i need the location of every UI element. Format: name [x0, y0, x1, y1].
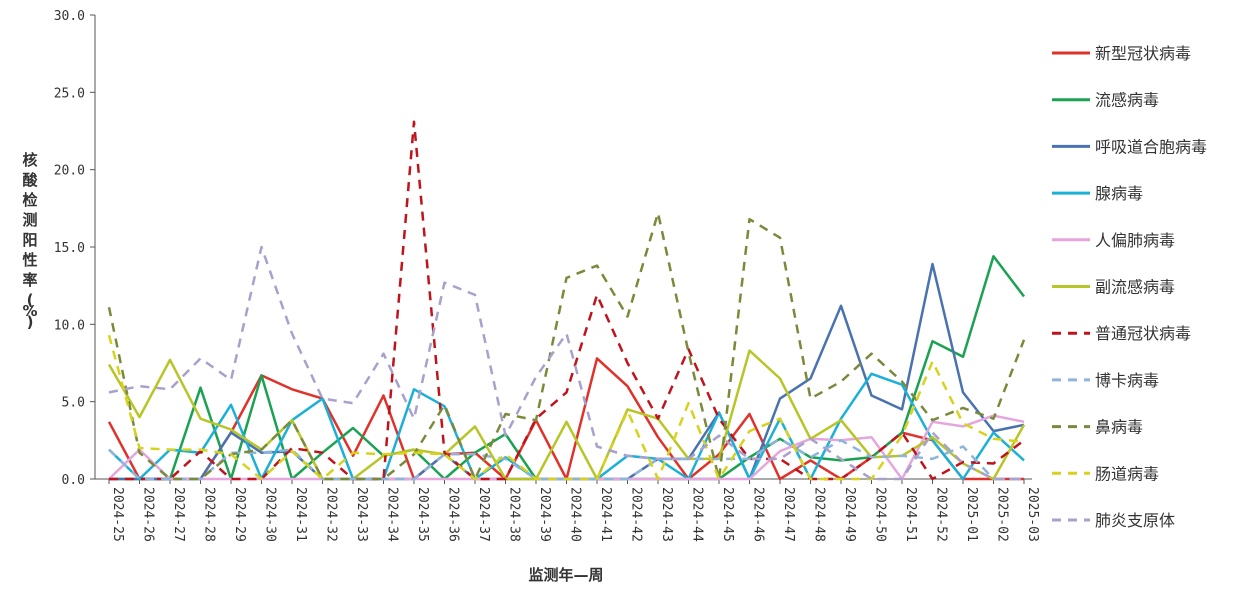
x-tick-label: 2024-47	[781, 487, 796, 542]
y-axis-title-text: 核酸检测阳性率(%)	[22, 151, 38, 331]
x-tick-label: 2024-41	[598, 487, 613, 542]
x-tick-label: 2024-33	[354, 487, 369, 542]
x-tick-label: 2024-37	[476, 487, 491, 542]
x-tick-label: 2024-46	[751, 487, 766, 542]
legend-label: 鼻病毒	[1095, 418, 1143, 437]
y-tick-label: 0.0	[62, 473, 85, 488]
legend-label: 副流感病毒	[1095, 278, 1175, 297]
x-tick-label: 2024-38	[507, 487, 522, 542]
x-tick-label: 2024-30	[263, 487, 278, 542]
legend-label: 普通冠状病毒	[1095, 324, 1191, 343]
x-tick-label: 2024-43	[659, 487, 674, 542]
x-tick-label: 2024-52	[934, 487, 949, 542]
x-axis-title: 监测年—周	[528, 566, 603, 584]
legend-label: 呼吸道合胞病毒	[1095, 137, 1207, 156]
x-tick-label: 2024-48	[812, 487, 827, 542]
legend-label: 人偏肺病毒	[1095, 231, 1175, 250]
x-tick-label: 2024-26	[141, 487, 156, 542]
x-tick-label: 2024-29	[232, 487, 247, 542]
y-tick-label: 15.0	[54, 241, 85, 256]
y-tick-label: 25.0	[54, 86, 85, 101]
x-tick-label: 2024-49	[842, 487, 857, 542]
x-tick-label: 2024-51	[903, 487, 918, 542]
legend: 新型冠状病毒流感病毒呼吸道合胞病毒腺病毒人偏肺病毒副流感病毒普通冠状病毒博卡病毒…	[1052, 44, 1207, 530]
y-axis: 0.0 5.0 10.0 15.0 20.0 25.0 30.0	[54, 9, 96, 488]
legend-label: 新型冠状病毒	[1095, 44, 1191, 63]
x-tick-label: 2024-39	[537, 487, 552, 542]
x-tick-label: 2025-02	[995, 487, 1010, 542]
x-tick-label: 2024-25	[110, 487, 125, 542]
series-lines	[107, 120, 1026, 481]
series-line-8	[108, 437, 1024, 481]
series-line-1	[107, 357, 1024, 481]
x-tick-label: 2024-31	[293, 487, 308, 542]
legend-label: 肺炎支原体	[1095, 511, 1175, 530]
x-tick-label: 2024-34	[385, 487, 400, 542]
x-tick-label: 2024-50	[873, 487, 888, 542]
x-tick-label: 2024-36	[446, 487, 461, 542]
x-tick-label: 2024-40	[568, 487, 583, 542]
x-tick-label: 2025-01	[964, 487, 979, 542]
legend-label: 流感病毒	[1095, 91, 1159, 110]
x-axis: 2024-25 2024-26 2024-27 2024-28 2024-29 2024-…	[95, 478, 1040, 542]
x-tick-label: 2024-45	[720, 487, 735, 542]
y-tick-label: 20.0	[54, 164, 85, 179]
series-line-10	[107, 334, 1025, 481]
y-axis-title: 核酸检测阳性率(%)	[22, 151, 38, 331]
y-tick-label: 10.0	[54, 318, 85, 333]
x-tick-label: 2024-35	[415, 487, 430, 542]
y-tick-label: 30.0	[54, 9, 85, 24]
y-tick-label: 5.0	[62, 396, 85, 411]
legend-label: 博卡病毒	[1095, 371, 1159, 390]
legend-label: 肠道病毒	[1095, 464, 1159, 483]
legend-label: 腺病毒	[1095, 184, 1143, 203]
x-tick-label: 2024-32	[324, 487, 339, 542]
series-line-9	[107, 211, 1026, 481]
series-line-11	[108, 245, 1024, 481]
x-tick-label: 2024-28	[202, 487, 217, 542]
series-line-3	[109, 262, 1025, 481]
x-tick-label: 2024-44	[690, 487, 705, 542]
x-tick-label: 2025-03	[1025, 487, 1040, 542]
x-tick-label: 2024-42	[629, 487, 644, 542]
x-tick-label: 2024-27	[171, 487, 186, 542]
series-line-2	[109, 255, 1025, 481]
